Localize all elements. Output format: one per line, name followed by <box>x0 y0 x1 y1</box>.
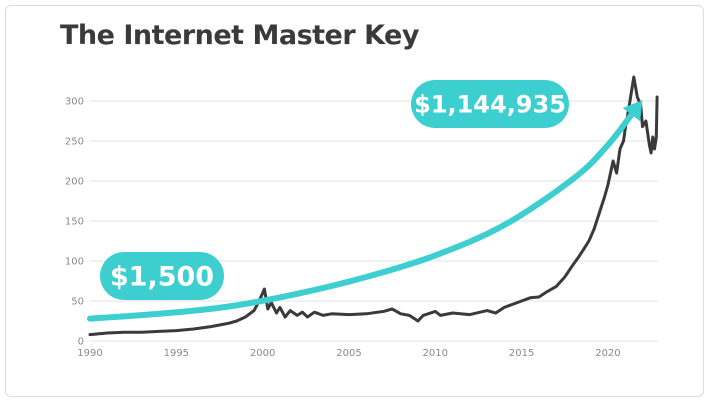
y-tick-label-150: 150 <box>65 217 84 228</box>
y-axis-ticks: 0 50 100 150 200 250 300 <box>65 97 84 348</box>
x-tick-label-2010: 2010 <box>423 348 448 359</box>
annotation-pills: $1,500 $1,144,935 <box>100 80 569 300</box>
annotation-start-pill <box>100 252 224 300</box>
x-tick-label-2005: 2005 <box>336 348 361 359</box>
y-tick-label-250: 250 <box>65 137 84 148</box>
y-tick-label-100: 100 <box>65 257 84 268</box>
annotation-start: $1,500 <box>100 252 224 300</box>
x-tick-label-2020: 2020 <box>595 348 620 359</box>
x-tick-label-1995: 1995 <box>164 348 189 359</box>
y-tick-label-300: 300 <box>65 97 84 108</box>
annotation-start-label: $1,500 <box>110 262 214 293</box>
annotation-end-label: $1,144,935 <box>414 91 566 119</box>
y-tick-label-0: 0 <box>78 337 84 348</box>
y-tick-label-50: 50 <box>71 297 84 308</box>
arrow-head <box>622 100 643 122</box>
x-tick-label-2015: 2015 <box>509 348 534 359</box>
gridlines <box>90 100 658 342</box>
series-line-growth <box>87 108 637 322</box>
series-lines <box>87 75 659 337</box>
annotation-end: $1,144,935 <box>411 80 569 128</box>
x-tick-label-2000: 2000 <box>250 348 275 359</box>
annotation-end-pill <box>411 80 569 128</box>
chart-title: The Internet Master Key <box>60 20 419 51</box>
x-axis-ticks: 1990 1995 2000 2005 2010 2015 2020 <box>77 348 620 359</box>
x-tick-label-1990: 1990 <box>77 348 102 359</box>
y-tick-label-200: 200 <box>65 177 84 188</box>
